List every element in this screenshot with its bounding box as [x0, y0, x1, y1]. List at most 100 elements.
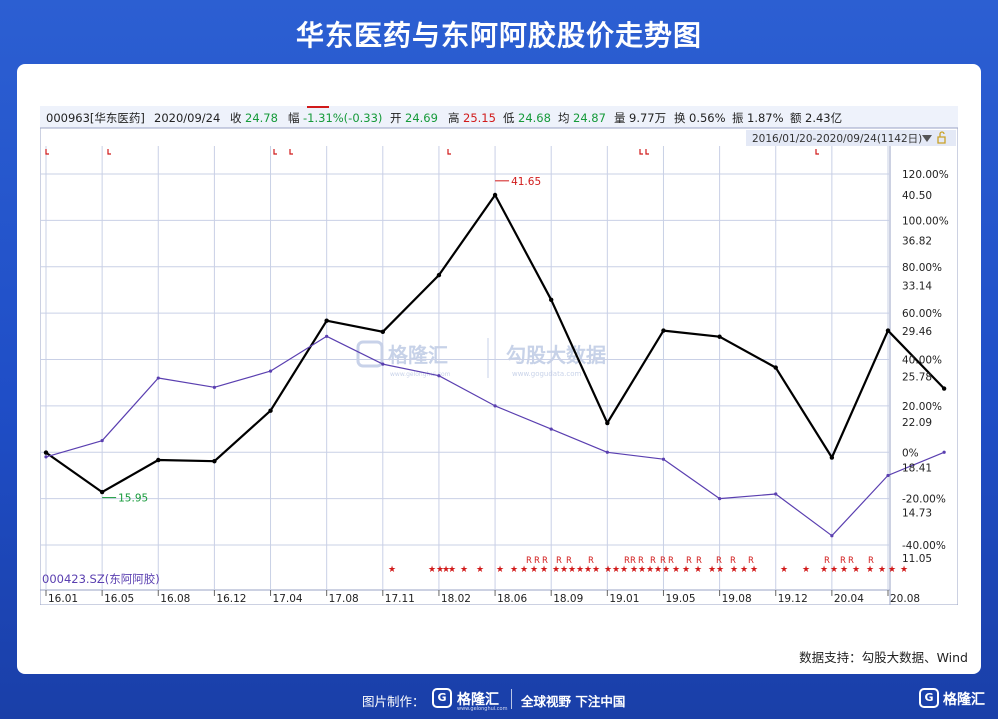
volume-value: 9.77万: [629, 111, 666, 125]
x-tick-label: 16.01: [48, 593, 78, 605]
event-star-marker: ★: [436, 565, 444, 575]
event-r-marker: R: [638, 556, 644, 566]
date-range: 2016/01/20-2020/09/24(1142日): [752, 133, 922, 145]
dongezjiao-percent-point[interactable]: [100, 439, 104, 443]
huadong-price-point[interactable]: [492, 192, 498, 198]
watermark-brand-sub: www.gelonghui.com: [390, 371, 451, 378]
avg-value: 24.87: [573, 111, 606, 125]
range-box[interactable]: [746, 130, 956, 146]
huadong-price-point[interactable]: [717, 334, 722, 339]
dongezjiao-percent-point[interactable]: [156, 376, 160, 380]
x-tick-label: 18.02: [441, 593, 471, 605]
dongezjiao-percent-point[interactable]: [549, 427, 553, 431]
event-r-marker: R: [660, 556, 666, 566]
event-r-marker: R: [526, 556, 532, 566]
price-tick-label: 33.14: [902, 281, 932, 293]
event-star-marker: ★: [802, 565, 810, 575]
percent-tick-label: 120.00%: [902, 169, 949, 181]
huadong-price-point[interactable]: [436, 272, 442, 278]
percent-tick-label: 0%: [902, 447, 919, 459]
compare-legend: 000423.SZ(东阿阿胶): [42, 572, 160, 586]
high-price-label: 41.65: [511, 176, 541, 188]
event-star-marker: ★: [682, 565, 690, 575]
event-r-marker: R: [686, 556, 692, 566]
event-star-marker: ★: [460, 565, 468, 575]
dropdown-arrow-icon[interactable]: [922, 135, 932, 142]
huadong-price-point[interactable]: [212, 459, 217, 464]
event-r-marker: R: [542, 556, 548, 566]
amount-label: 额: [790, 111, 802, 125]
huadong-price-point[interactable]: [380, 329, 385, 335]
event-star-marker: ★: [530, 565, 538, 575]
dongezjiao-percent-point[interactable]: [942, 450, 946, 454]
event-star-marker: ★: [654, 565, 662, 575]
huadong-price-point[interactable]: [773, 365, 778, 370]
event-star-marker: ★: [520, 565, 528, 575]
huadong-price-point[interactable]: [549, 297, 554, 302]
slogan: 全球视野 下注中国: [521, 694, 626, 709]
avg-label: 均: [558, 111, 570, 125]
percent-tick-label: -40.00%: [902, 540, 946, 552]
event-star-marker: ★: [540, 565, 548, 575]
huadong-price-point[interactable]: [43, 450, 49, 455]
corner-brand-name: 格隆汇: [943, 692, 985, 708]
huadong-price-point[interactable]: [156, 457, 161, 463]
event-star-marker: ★: [620, 565, 628, 575]
event-r-marker: R: [624, 556, 630, 566]
event-star-marker: ★: [646, 565, 654, 575]
event-star-marker: ★: [448, 565, 456, 575]
brand-name: 格隆汇: [457, 692, 499, 708]
event-star-marker: ★: [888, 565, 896, 575]
huadong-price-point[interactable]: [885, 328, 891, 333]
axes: 120.00% 100.00% 80.00% 60.00% 40.00% 20.00% 0%…: [45, 169, 949, 605]
low-value: 24.68: [518, 111, 551, 125]
dongezjiao-percent-point[interactable]: [268, 369, 273, 373]
huadong-price-point[interactable]: [829, 455, 835, 460]
huadong-price-point[interactable]: [661, 328, 666, 333]
event-r-marker: R: [730, 556, 736, 566]
open-value: 24.69: [405, 111, 438, 125]
huadong-price-point[interactable]: [941, 386, 947, 391]
event-star-marker: ★: [442, 565, 450, 575]
dongezjiao-percent-point[interactable]: [718, 497, 722, 501]
dongezjiao-percent-point[interactable]: [44, 455, 48, 459]
event-r-marker: R: [650, 556, 656, 566]
x-tick-label: 18.06: [497, 593, 527, 605]
stock-code-name: 000963[华东医药]: [46, 111, 145, 125]
x-tick-label: 16.12: [216, 593, 246, 605]
event-star-marker: ★: [750, 565, 758, 575]
series: [43, 192, 947, 538]
dongezjiao-percent-point[interactable]: [661, 457, 666, 461]
huadong-price-point[interactable]: [268, 408, 273, 413]
event-star-marker: ★: [694, 565, 702, 575]
event-r-marker: R: [630, 556, 636, 566]
quote-bar-accent: [307, 106, 329, 108]
dongezjiao-percent-point[interactable]: [212, 385, 216, 389]
price-tick-label: 29.46: [902, 326, 932, 338]
dongezjiao-percent-point[interactable]: [437, 374, 441, 378]
dongezjiao-percent-point[interactable]: [886, 473, 890, 478]
lock-icon[interactable]: [937, 131, 946, 144]
event-star-marker: ★: [630, 565, 638, 575]
dongezjiao-percent-point[interactable]: [381, 362, 385, 366]
huadong-price-point[interactable]: [324, 318, 329, 323]
x-tick-label: 20.08: [890, 593, 920, 605]
dongezjiao-percent-point[interactable]: [830, 534, 834, 538]
event-r-marker: R: [748, 556, 754, 566]
huadong-price-point[interactable]: [99, 489, 105, 495]
high-label: 高: [448, 111, 460, 125]
event-flag-marker: [447, 149, 451, 155]
event-flag-marker: [289, 149, 293, 155]
watermark-logo-icon: [356, 340, 384, 368]
dongezjiao-percent-point[interactable]: [493, 404, 497, 408]
dongezjiao-percent-point[interactable]: [774, 492, 778, 496]
huadong-price-point[interactable]: [605, 420, 610, 426]
high-value: 25.15: [463, 111, 496, 125]
stock-chart[interactable]: 000963[华东医药] 2020/09/24 收 24.78 幅 -1.31%…: [39, 105, 959, 606]
event-star-marker: ★: [568, 565, 576, 575]
dongezjiao-percent-point[interactable]: [605, 450, 609, 454]
x-tick-label: 19.12: [778, 593, 808, 605]
dongezjiao-percent-point[interactable]: [325, 334, 329, 338]
event-flag-marker: [645, 149, 649, 155]
event-r-marker: R: [824, 556, 830, 566]
